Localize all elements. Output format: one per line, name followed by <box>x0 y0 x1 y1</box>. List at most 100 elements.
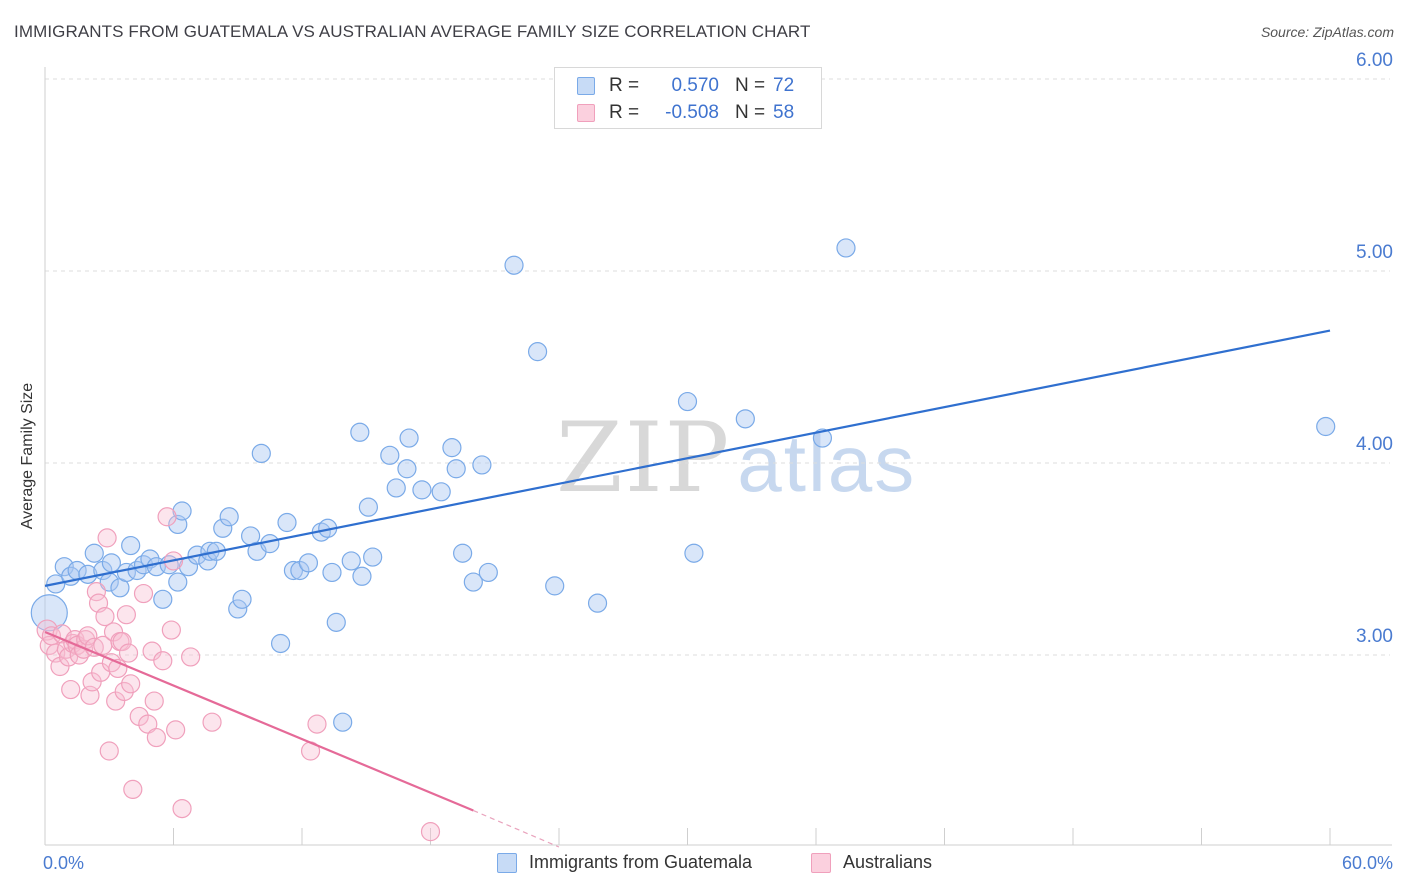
data-point-australians <box>142 641 162 661</box>
data-point-australians <box>95 606 115 627</box>
legend-row-australians: R = -0.508 N = 58 <box>577 101 794 125</box>
watermark: ZIPatlas <box>556 402 916 514</box>
legend-n-value: 58 <box>773 102 795 123</box>
data-point-australians <box>133 583 154 604</box>
data-point-guatemala <box>545 576 565 596</box>
data-point-guatemala <box>463 572 483 592</box>
bottom-legend-guatemala: Immigrants from Guatemala <box>497 852 752 873</box>
legend-swatch-pink <box>577 104 595 122</box>
data-point-guatemala <box>363 547 383 567</box>
data-point-guatemala <box>446 459 466 479</box>
data-point-guatemala <box>352 566 372 586</box>
data-point-guatemala <box>412 480 432 500</box>
data-point-guatemala <box>213 518 233 538</box>
data-point-australians <box>116 605 136 625</box>
data-point-guatemala <box>333 712 353 732</box>
legend-n-label: N = <box>735 102 766 123</box>
x-tick-label: 0.0% <box>43 853 84 873</box>
data-point-guatemala <box>326 612 346 632</box>
data-point-australians <box>157 507 177 527</box>
data-point-guatemala <box>54 557 74 577</box>
data-point-guatemala <box>172 501 192 521</box>
data-point-australians <box>112 631 132 652</box>
data-point-australians <box>166 720 186 740</box>
data-point-guatemala <box>836 238 856 258</box>
data-point-guatemala <box>270 633 291 654</box>
data-point-guatemala <box>453 543 473 563</box>
data-point-australians <box>99 741 119 761</box>
data-point-australians <box>118 643 139 663</box>
data-point-guatemala <box>30 594 68 632</box>
trend-line-guatemala <box>44 329 1331 587</box>
data-point-australians <box>123 779 143 800</box>
data-point-guatemala <box>260 534 280 554</box>
bottom-legend-australians: Australians <box>811 852 932 873</box>
data-point-guatemala <box>251 443 271 463</box>
y-tick-label: 6.00 <box>1356 50 1393 71</box>
data-point-australians <box>86 582 107 602</box>
y-tick-label: 4.00 <box>1356 434 1393 455</box>
data-point-guatemala <box>341 551 361 571</box>
x-tick-label: 60.0% <box>1342 853 1393 873</box>
data-point-guatemala <box>504 255 524 275</box>
data-point-guatemala <box>350 422 370 442</box>
legend-r-value: -0.508 <box>665 102 719 123</box>
y-tick-label: 3.00 <box>1356 626 1393 647</box>
data-point-guatemala <box>472 455 492 475</box>
data-point-guatemala <box>121 535 141 556</box>
data-point-guatemala <box>812 428 833 448</box>
data-point-guatemala <box>168 572 188 592</box>
legend-swatch-blue <box>497 852 517 873</box>
data-point-guatemala <box>1316 416 1336 437</box>
data-point-australians <box>146 727 166 748</box>
data-point-guatemala <box>677 391 698 412</box>
y-tick-label: 5.00 <box>1356 242 1393 263</box>
correlation-legend: R = 0.570 N = 72 R = -0.508 N = 58 <box>554 67 822 129</box>
data-point-guatemala <box>298 553 319 573</box>
legend-r-label: R = <box>609 75 640 96</box>
legend-r-label: R = <box>609 102 640 123</box>
watermark-zip: ZIP <box>556 402 732 514</box>
legend-swatch-pink <box>811 852 831 873</box>
data-point-guatemala <box>232 589 252 609</box>
data-point-australians <box>420 822 441 842</box>
data-point-guatemala <box>358 497 378 517</box>
legend-n-value: 72 <box>773 75 795 96</box>
legend-r-value: 0.570 <box>671 75 719 96</box>
data-point-australians <box>144 691 164 711</box>
data-point-guatemala <box>399 428 419 448</box>
data-point-guatemala <box>587 593 608 613</box>
data-point-australians <box>97 528 117 548</box>
data-point-australians <box>161 620 181 640</box>
data-point-guatemala <box>735 409 755 429</box>
trend-line-australians-extension <box>473 809 560 848</box>
data-point-guatemala <box>84 543 104 563</box>
chart-source: Source: ZipAtlas.com <box>1260 24 1394 40</box>
data-point-australians <box>61 679 81 700</box>
legend-row-guatemala: R = 0.570 N = 72 <box>577 74 794 98</box>
data-point-guatemala <box>283 560 304 581</box>
bottom-legend-label: Australians <box>843 852 933 872</box>
data-point-guatemala <box>380 445 400 465</box>
data-point-guatemala <box>397 459 417 479</box>
data-point-guatemala <box>228 599 248 619</box>
data-point-guatemala <box>478 562 498 583</box>
data-point-guatemala <box>153 589 173 609</box>
data-point-australians <box>202 712 222 732</box>
legend-n-label: N = <box>735 75 766 96</box>
data-point-guatemala <box>386 478 406 498</box>
legend-swatch-blue <box>577 77 595 95</box>
data-point-australians <box>181 647 201 667</box>
bottom-legend-label: Immigrants from Guatemala <box>529 852 753 872</box>
data-point-guatemala <box>219 507 239 527</box>
data-point-guatemala <box>277 512 297 533</box>
data-point-australians <box>153 651 173 671</box>
data-point-australians <box>307 714 327 734</box>
chart-title: IMMIGRANTS FROM GUATEMALA VS AUSTRALIAN … <box>14 22 811 41</box>
data-point-australians <box>172 798 192 819</box>
data-point-guatemala <box>442 438 462 458</box>
data-point-guatemala <box>431 482 451 502</box>
trend-line-australians <box>44 630 474 812</box>
data-point-australians <box>114 681 134 702</box>
